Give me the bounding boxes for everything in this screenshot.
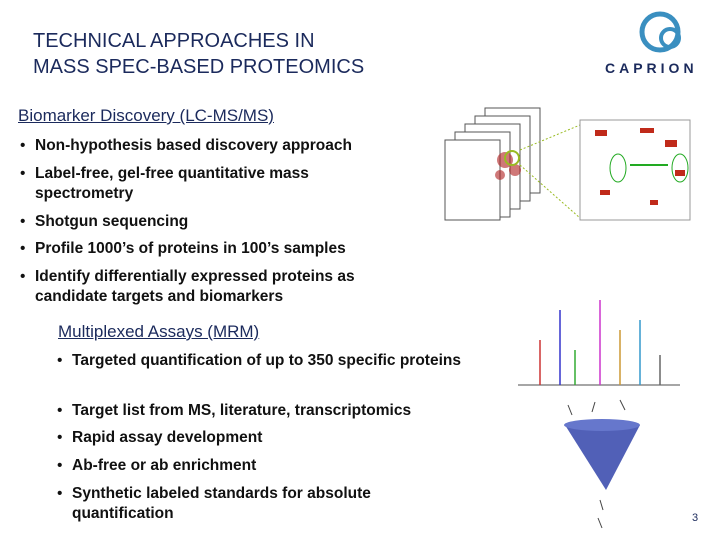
bullet: Non-hypothesis based discovery approach <box>20 136 435 156</box>
bullet: Synthetic labeled standards for absolute… <box>57 484 432 524</box>
bullet: Rapid assay development <box>57 428 472 448</box>
section-heading: Multiplexed Assays (MRM) <box>58 322 260 341</box>
bullet: Label-free, gel-free quantitative mass s… <box>20 164 365 204</box>
title: TECHNICAL APPROACHES IN MASS SPEC-BASED P… <box>33 28 364 80</box>
bullet: Ab-free or ab enrichment <box>57 456 472 476</box>
bullet: Identify differentially expressed protei… <box>20 267 420 307</box>
bullet: Shotgun sequencing <box>20 212 435 232</box>
bullet: Target list from MS, literature, transcr… <box>57 401 492 421</box>
title-line: MASS SPEC-BASED PROTEOMICS <box>33 56 365 78</box>
title-line: TECHNICAL APPROACHES IN <box>33 30 315 52</box>
section-heading: Biomarker Discovery (LC-MS/MS) <box>18 106 274 125</box>
logo: CAPRION <box>605 60 698 76</box>
bullet: Targeted quantification of up to 350 spe… <box>57 351 462 371</box>
bullet: Profile 1000’s of proteins in 100’s samp… <box>20 239 435 259</box>
page-number: 3 <box>692 512 699 524</box>
